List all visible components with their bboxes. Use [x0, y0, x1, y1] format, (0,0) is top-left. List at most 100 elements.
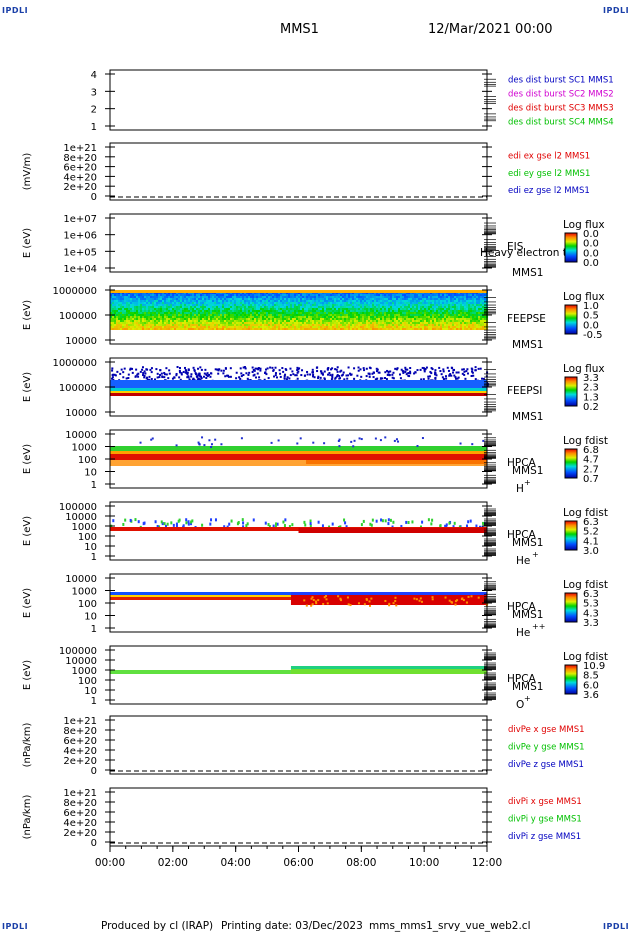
y-tick-label: 1000000: [52, 286, 97, 297]
series-label: des dist burst SC2 MMS2: [508, 90, 614, 100]
y-axis-label: E (eV): [22, 660, 33, 690]
y-tick-label: 100000: [59, 502, 97, 513]
colorbar-tick-label: 8.5: [583, 671, 599, 682]
colorbar: [564, 448, 578, 479]
y-tick-label: 1000000: [52, 358, 97, 369]
colorbar: [564, 232, 578, 263]
y-axis-label: E (eV): [22, 444, 33, 474]
spacecraft-label: MMS1: [512, 411, 543, 423]
y-tick-label: 100000: [59, 646, 97, 657]
series-label: edi ez gse l2 MMS1: [508, 186, 590, 196]
spacecraft-label: MMS1: [512, 681, 543, 693]
panel-1: 4 3 2 1 des dist burst SC1 MMS1 des dist burs…: [91, 69, 614, 133]
colorbar: [564, 664, 578, 695]
y-tick-label: 100: [78, 455, 97, 466]
footer-printing-date: Printing date: 03/Dec/2023: [221, 920, 363, 932]
series-label: des dist burst SC1 MMS1: [508, 76, 614, 86]
colorbar-tick-label: 0.5: [583, 311, 599, 322]
colorbar-tick-label: 1.3: [583, 392, 599, 403]
panel-3: 1e+07 1e+06 1e+05 1e+04 E (eV) EIS MMS1 Heavy e…: [22, 213, 605, 279]
y-tick-label: 6e+20: [63, 808, 97, 819]
y-tick-label: 10000: [65, 336, 97, 347]
y-axis-label: E (eV): [22, 588, 33, 618]
colorbar-tick-label: 1.0: [583, 301, 599, 312]
instrument-label: EIS: [507, 241, 524, 253]
species-label: H: [516, 483, 524, 495]
series-label: divPi z gse MMS1: [508, 832, 581, 842]
y-tick-label: 10: [84, 468, 97, 479]
colorbar: [564, 592, 578, 623]
y-tick-label: 10000: [65, 512, 97, 523]
y-tick-label: 10: [84, 686, 97, 697]
y-axis-label: E (eV): [22, 228, 33, 258]
colorbar-tick-label: 3.3: [583, 373, 599, 384]
panel-frame: [109, 213, 488, 273]
colorbar-tick-label: 4.3: [583, 608, 599, 619]
spacecraft-label: MMS1: [512, 339, 543, 351]
y-tick-label: 1: [91, 624, 97, 635]
y-tick-label: 4e+20: [63, 746, 97, 757]
panel-frame: [109, 787, 488, 847]
y-tick-label: 100: [78, 599, 97, 610]
species-label: O: [516, 699, 524, 711]
y-tick-label: 1: [91, 552, 97, 563]
colorbar-tick-label: 6.3: [583, 589, 599, 600]
x-tick-label: 02:00: [158, 857, 188, 869]
colorbar-tick-label: 0.0: [583, 229, 599, 240]
corner-label-bottom-right: IPDLI: [603, 922, 630, 931]
colorbar-tick-label: 6.3: [583, 517, 599, 528]
spacecraft-label: MMS1: [512, 465, 543, 477]
instrument-label: HPCA: [507, 673, 537, 685]
panel-4: 1000000 100000 10000 E (eV) FEEPSE MMS1 Log fl…: [22, 285, 605, 351]
y-tick-label: 1: [91, 696, 97, 707]
colorbar-tick-label: 0.0: [583, 239, 599, 250]
colorbar-title: Log flux: [563, 219, 605, 231]
y-tick-label: 0: [91, 192, 97, 203]
species-label: He: [516, 555, 530, 567]
y-tick-label: 2e+20: [63, 756, 97, 767]
colorbar-title: Log fdist: [563, 435, 608, 447]
colorbar-tick-label: 0.2: [583, 402, 599, 413]
y-tick-label: 1e+21: [63, 788, 97, 799]
y-tick-label: 1e+06: [63, 231, 97, 242]
panel-5: 1000000 100000 10000 E (eV) FEEPSI MMS1 Log fl…: [22, 357, 605, 423]
y-axis-label: E (eV): [22, 300, 33, 330]
y-tick-label: 4e+20: [63, 172, 97, 183]
spacecraft-label: MMS1: [512, 537, 543, 549]
colorbar: [564, 376, 578, 407]
series-label: divPe z gse MMS1: [508, 760, 584, 770]
y-tick-label: 1000: [72, 666, 97, 677]
y-tick-label: 6e+20: [63, 163, 97, 174]
y-tick-label: 1e+21: [63, 143, 97, 154]
x-tick-label: 08:00: [346, 857, 376, 869]
charge-label: ++: [532, 622, 545, 631]
colorbar-tick-label: 2.3: [583, 383, 599, 394]
colorbar-title: Log fdist: [563, 579, 608, 591]
y-axis-label: (mV/m): [22, 153, 33, 191]
series-label: edi ey gse l2 MMS1: [508, 169, 590, 179]
date-title: 12/Mar/2021 00:00: [428, 22, 553, 37]
colorbar-tick-label: 0.0: [583, 320, 599, 331]
series-label: edi ex gse l2 MMS1: [508, 152, 590, 162]
y-axis-label: (nPa/km): [22, 795, 33, 840]
charge-label: +: [524, 694, 531, 703]
y-tick-label: 1e+07: [63, 214, 97, 225]
y-tick-label: 3: [91, 87, 97, 98]
y-tick-label: 100000: [59, 311, 97, 322]
y-tick-label: 100: [78, 676, 97, 687]
corner-label-bottom-left: IPDLI: [2, 922, 29, 931]
y-tick-label: 1e+04: [63, 264, 97, 275]
overlay-label: Heavy electron to: [480, 247, 573, 259]
colorbar-tick-label: 0.0: [583, 248, 599, 259]
y-tick-label: 10000: [65, 430, 97, 441]
colorbar-tick-label: 3.0: [583, 546, 599, 557]
x-tick-label: 12:00: [472, 857, 502, 869]
corner-label-top-right: IPDLI: [603, 6, 630, 15]
